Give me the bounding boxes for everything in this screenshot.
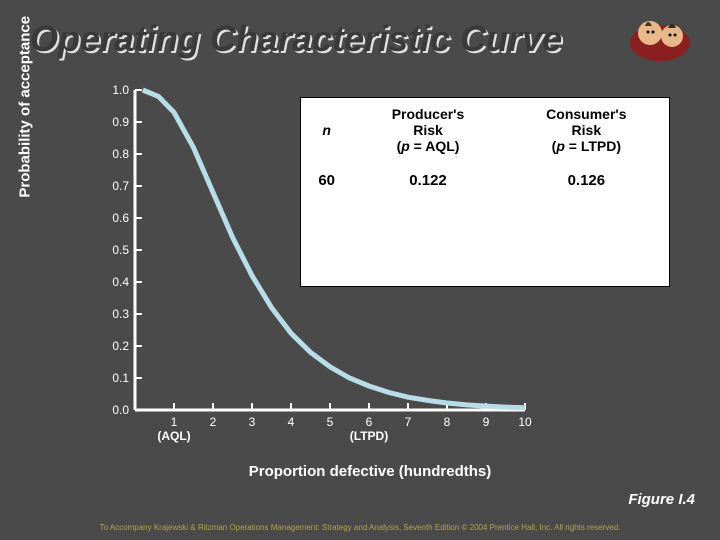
table-cell: 0.122 [352, 162, 503, 199]
svg-text:7: 7 [405, 415, 412, 429]
svg-text:0.0: 0.0 [112, 403, 129, 417]
svg-text:1: 1 [171, 415, 178, 429]
page-title: Operating Characteristic Curve [0, 0, 720, 70]
table-cell: 60 [301, 162, 352, 199]
svg-text:4: 4 [288, 415, 295, 429]
table-row: 600.1220.126 [301, 162, 669, 199]
risk-table: nProducer'sRisk(p = AQL)Consumer'sRisk(p… [300, 97, 670, 287]
svg-text:0.9: 0.9 [112, 115, 129, 129]
x-axis-label: Proportion defective (hundredths) [249, 463, 492, 480]
svg-text:8: 8 [444, 415, 451, 429]
table-header-cell: n [301, 98, 352, 162]
svg-text:2: 2 [210, 415, 217, 429]
svg-text:0.6: 0.6 [112, 211, 129, 225]
svg-text:0.5: 0.5 [112, 243, 129, 257]
svg-text:0.2: 0.2 [112, 339, 129, 353]
svg-text:10: 10 [518, 415, 532, 429]
table-header-cell: Consumer'sRisk(p = LTPD) [504, 98, 669, 162]
svg-text:0.8: 0.8 [112, 147, 129, 161]
svg-text:0.1: 0.1 [112, 371, 129, 385]
svg-text:0.4: 0.4 [112, 275, 129, 289]
chart-container: Probability of acceptance 0.00.10.20.30.… [60, 85, 680, 475]
table-cell: 0.126 [504, 162, 669, 199]
corner-illustration [620, 8, 700, 68]
footer-text: To Accompany Krajewski & Ritzman Operati… [0, 523, 720, 532]
svg-text:(AQL): (AQL) [157, 429, 190, 443]
svg-text:0.3: 0.3 [112, 307, 129, 321]
svg-text:(LTPD): (LTPD) [350, 429, 388, 443]
svg-text:1.0: 1.0 [112, 85, 129, 97]
figure-label: Figure I.4 [628, 491, 695, 508]
svg-text:3: 3 [249, 415, 256, 429]
table-header-cell: Producer'sRisk(p = AQL) [352, 98, 503, 162]
svg-text:6: 6 [366, 415, 373, 429]
svg-text:9: 9 [483, 415, 490, 429]
y-axis-label: Probability of acceptance [17, 16, 34, 198]
svg-text:0.7: 0.7 [112, 179, 129, 193]
svg-text:5: 5 [327, 415, 334, 429]
